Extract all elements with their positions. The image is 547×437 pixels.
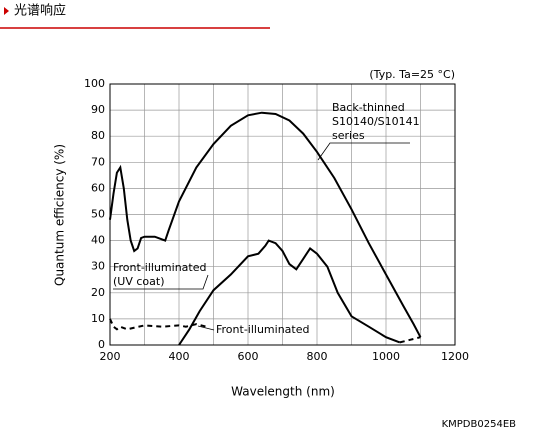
annotation-text: Back-thinned — [332, 101, 405, 114]
x-tick-label: 400 — [169, 350, 190, 363]
annotation-leader — [113, 274, 209, 290]
y-axis-title: Quantum efficiency (%) — [53, 144, 67, 286]
header-title: 光谱响应 — [14, 3, 66, 19]
y-tick-label: 60 — [91, 181, 105, 194]
y-tick-label: 20 — [91, 286, 105, 299]
x-tick-label: 800 — [307, 350, 328, 363]
y-tick-label: 10 — [91, 312, 105, 325]
annotation-text: Front-illuminated — [216, 323, 309, 336]
series-line — [109, 318, 207, 331]
chart-note: (Typ. Ta=25 °C) — [369, 68, 455, 81]
y-tick-label: 100 — [84, 77, 105, 90]
y-tick-label: 90 — [91, 103, 105, 116]
annotation-text: Front-illuminated — [113, 261, 206, 274]
y-tick-label: 40 — [91, 234, 105, 247]
annotation-text: series — [332, 129, 365, 142]
annotation-text: (UV coat) — [113, 275, 165, 288]
annotation-text: S10140/S10141 — [332, 115, 420, 128]
series-line — [178, 239, 401, 346]
y-tick-label: 30 — [91, 260, 105, 273]
x-tick-label: 600 — [238, 350, 259, 363]
series-line — [399, 336, 421, 344]
y-tick-label: 50 — [91, 208, 105, 221]
y-tick-label: 70 — [91, 155, 105, 168]
figure-code: KMPDB0254EB — [442, 419, 517, 430]
y-tick-label: 80 — [91, 129, 105, 142]
series-line — [109, 111, 422, 338]
x-axis-title: Wavelength (nm) — [231, 385, 335, 399]
header-marker — [4, 7, 9, 15]
y-tick-label: 0 — [98, 338, 105, 351]
x-tick-label: 1000 — [372, 350, 400, 363]
x-tick-label: 1200 — [441, 350, 469, 363]
annotation-leader — [317, 142, 410, 161]
annotation-leader — [197, 325, 215, 331]
x-tick-label: 200 — [100, 350, 121, 363]
